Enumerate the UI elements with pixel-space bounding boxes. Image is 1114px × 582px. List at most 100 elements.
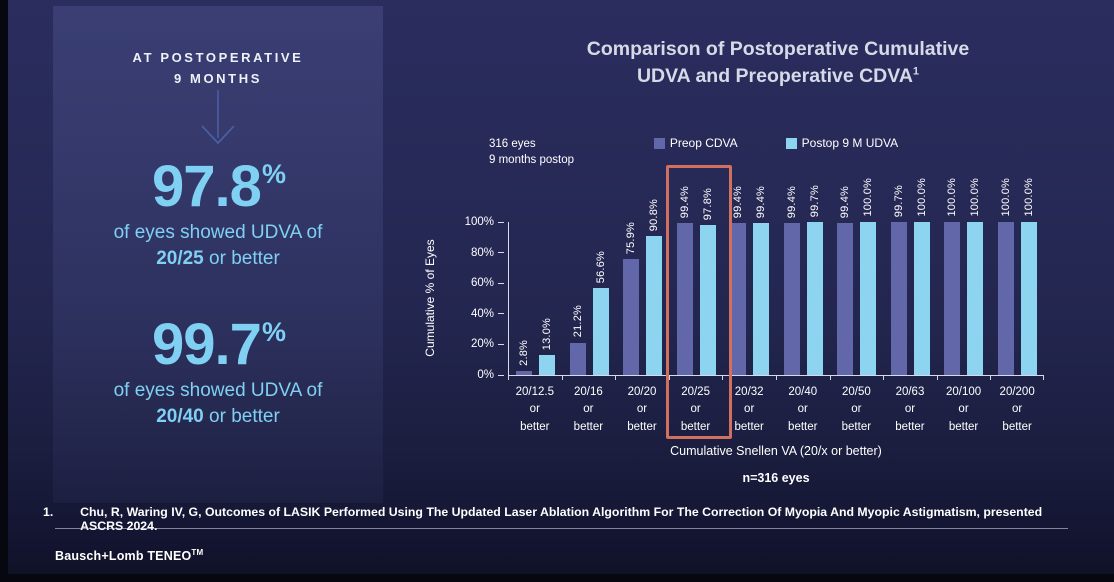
bar-preop: 100.0% bbox=[944, 178, 961, 375]
stat-1-desc-line2: 20/25 or better bbox=[53, 246, 383, 272]
n-count-label: n=316 eyes bbox=[742, 471, 810, 485]
panel-heading-line2: 9 MONTHS bbox=[174, 70, 262, 86]
bar-group: 99.4% 100.0% bbox=[830, 178, 884, 375]
bar-preop: 100.0% bbox=[997, 178, 1014, 375]
sample-note-line2: 9 months postop bbox=[489, 153, 575, 166]
bar-group: 21.2% 56.6% bbox=[563, 222, 617, 375]
bar-postop: 56.6% bbox=[592, 251, 609, 375]
bar-preop: 75.9% bbox=[623, 222, 640, 375]
y-tick-label: 100% bbox=[465, 216, 504, 228]
left-stats-panel: AT POSTOPERATIVE 9 MONTHS 97.8% of eyes … bbox=[53, 6, 383, 503]
bar-value-label: 100.0% bbox=[969, 178, 982, 217]
bar-value-label: 90.8% bbox=[648, 198, 661, 232]
bar-group: 75.9% 90.8% bbox=[616, 199, 670, 375]
stat-2-description: of eyes showed UDVA of 20/40 or better bbox=[53, 378, 383, 429]
bar-preop: 2.8% bbox=[516, 340, 533, 375]
bar-value-label: 100.0% bbox=[915, 178, 928, 217]
bar-group: 99.4% 99.7% bbox=[777, 185, 831, 375]
stat-1-rest: or better bbox=[203, 247, 280, 269]
brand-logo: Bausch+Lomb TENEOTM bbox=[55, 548, 203, 563]
legend-label-preop: Preop CDVA bbox=[669, 136, 738, 150]
x-tick-label: 20/32 or better bbox=[722, 376, 776, 436]
footnote-divider bbox=[55, 528, 1068, 529]
x-tick-label: 20/25 or better bbox=[668, 376, 723, 436]
footnote: 1. Chu, R, Waring IV, G, Outcomes of LAS… bbox=[43, 505, 1073, 533]
x-tick-label: 20/100 or better bbox=[936, 376, 991, 436]
bar-value-label: 99.4% bbox=[678, 185, 691, 218]
bar-value-label: 100.0% bbox=[946, 178, 959, 217]
y-tick-label: 40% bbox=[471, 308, 504, 320]
footnote-number: 1. bbox=[43, 505, 54, 519]
bar-value-label: 21.2% bbox=[571, 305, 584, 338]
bar-preop: 99.4% bbox=[837, 186, 854, 375]
bar-value-label: 99.4% bbox=[755, 185, 768, 218]
bar-postop: 100.0% bbox=[1020, 178, 1037, 375]
x-tick-label: 20/200 or better bbox=[990, 376, 1044, 436]
chart-title-line1: Comparison of Postoperative Cumulative bbox=[586, 38, 970, 60]
brand-trademark: TM bbox=[191, 548, 204, 557]
footnote-text: Chu, R, Waring IV, G, Outcomes of LASIK … bbox=[80, 505, 1043, 533]
stat-2-desc-line2: 20/40 or better bbox=[53, 404, 383, 430]
stat-2-number: 99.7 bbox=[152, 312, 262, 377]
x-axis-title: Cumulative Snellen VA (20/x or better) bbox=[670, 444, 882, 458]
bar-chart: Cumulative % of Eyes 0% 20% 40% 60% 80% 100% … bbox=[423, 165, 1045, 485]
bar-group: 100.0% 100.0% bbox=[991, 178, 1045, 375]
bar-postop: 100.0% bbox=[967, 178, 984, 375]
stat-1-percent-sign: % bbox=[261, 159, 286, 189]
bar-value-label: 13.0% bbox=[541, 317, 554, 351]
bar-preop: 99.4% bbox=[730, 186, 747, 375]
stat-2-rest: or better bbox=[203, 405, 280, 427]
stat-1-acuity: 20/25 bbox=[156, 247, 204, 269]
y-axis-title: Cumulative % of Eyes bbox=[423, 239, 437, 357]
bar-value-label: 99.7% bbox=[892, 185, 905, 218]
legend-item-postop: Postop 9 M UDVA bbox=[785, 136, 899, 150]
title-footnote-ref: 1 bbox=[912, 65, 920, 78]
stat-1-description: of eyes showed UDVA of 20/25 or better bbox=[53, 220, 383, 271]
stat-1-value: 97.8% bbox=[53, 158, 383, 216]
bar-preop: 99.7% bbox=[890, 185, 907, 375]
x-tick-label: 20/63 or better bbox=[883, 376, 937, 436]
bar-group: 2.8% 13.0% bbox=[509, 222, 563, 375]
x-tick-label: 20/20 or better bbox=[615, 376, 669, 436]
legend-swatch-preop bbox=[653, 137, 665, 149]
bar-value-label: 75.9% bbox=[625, 221, 638, 254]
bar-preop: 99.4% bbox=[783, 186, 800, 375]
plot-area: 2.8% 13.0% 21.2% 56.6% 75.9% 90.8% 99.4% 97.8% 9… bbox=[508, 178, 1045, 376]
bar-value-label: 99.4% bbox=[839, 185, 852, 218]
y-tick-label: 0% bbox=[477, 369, 504, 381]
stat-2-percent-sign: % bbox=[261, 317, 286, 347]
bar-value-label: 97.8% bbox=[701, 188, 714, 221]
legend-swatch-postop bbox=[785, 137, 797, 149]
bar-postop: 13.0% bbox=[539, 318, 556, 375]
bar-value-label: 99.7% bbox=[808, 185, 821, 218]
bar-postop: 99.4% bbox=[753, 186, 770, 375]
y-tick-label: 80% bbox=[471, 247, 504, 259]
down-arrow-icon bbox=[201, 90, 235, 145]
bar-value-label: 99.4% bbox=[732, 185, 745, 218]
bar-group: 99.4% 97.8% bbox=[670, 186, 724, 375]
panel-heading: AT POSTOPERATIVE 9 MONTHS bbox=[53, 48, 383, 90]
x-axis-labels: 20/12.5 or better 20/16 or better 20/20 or bette… bbox=[508, 376, 1044, 436]
bar-value-label: 100.0% bbox=[999, 178, 1012, 217]
bar-postop: 99.7% bbox=[806, 185, 823, 375]
x-tick-label: 20/12.5 or better bbox=[508, 376, 562, 436]
bar-preop: 21.2% bbox=[569, 305, 586, 375]
panel-heading-line1: AT POSTOPERATIVE bbox=[132, 50, 304, 65]
stat-1-desc-line1: of eyes showed UDVA of bbox=[113, 222, 323, 243]
y-tick-label: 60% bbox=[471, 277, 504, 289]
bar-value-label: 56.6% bbox=[594, 251, 607, 284]
brand-name: Bausch+Lomb TENEO bbox=[55, 549, 192, 564]
bar-preop: 99.4% bbox=[676, 186, 693, 375]
sample-size-note: 316 eyes 9 months postop bbox=[489, 137, 574, 168]
stat-2-value: 99.7% bbox=[53, 316, 383, 374]
bar-value-label: 100.0% bbox=[1022, 178, 1035, 217]
x-tick-label: 20/50 or better bbox=[829, 376, 884, 436]
bar-value-label: 100.0% bbox=[862, 178, 875, 217]
legend-item-preop: Preop CDVA bbox=[653, 136, 738, 150]
x-tick-label: 20/40 or better bbox=[775, 376, 830, 436]
bar-postop: 90.8% bbox=[646, 199, 663, 375]
legend-label-postop: Postop 9 M UDVA bbox=[801, 136, 899, 150]
slide-background: AT POSTOPERATIVE 9 MONTHS 97.8% of eyes … bbox=[8, 0, 1114, 574]
stat-2-desc-line1: of eyes showed UDVA of bbox=[113, 380, 323, 401]
stat-2-acuity: 20/40 bbox=[156, 405, 204, 427]
